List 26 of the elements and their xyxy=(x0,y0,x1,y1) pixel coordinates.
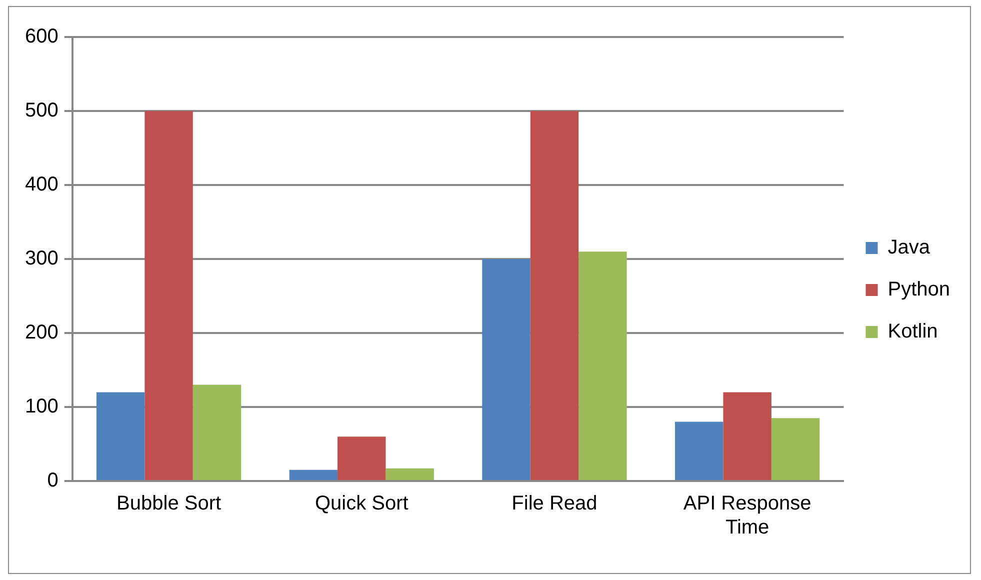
x-tick-label: API Response Time xyxy=(683,492,812,539)
bar xyxy=(675,422,724,480)
x-tick-label: File Read xyxy=(512,492,598,515)
bar xyxy=(338,436,386,480)
legend-label: Kotlin xyxy=(888,320,938,343)
x-tick-label: Quick Sort xyxy=(314,492,409,515)
y-tick-label: 0 xyxy=(47,470,58,492)
y-tick-label: 600 xyxy=(24,26,58,48)
y-tick-label: 400 xyxy=(24,174,58,196)
y-tick-label: 100 xyxy=(24,396,58,418)
bar xyxy=(482,259,530,480)
y-tick-label: 200 xyxy=(24,322,58,344)
bar xyxy=(289,470,338,480)
legend-label: Java xyxy=(888,236,931,259)
bar xyxy=(578,252,627,480)
bar xyxy=(530,111,579,480)
bar xyxy=(192,384,242,480)
y-tick-label: 300 xyxy=(24,248,58,270)
bar xyxy=(96,392,145,480)
bar xyxy=(386,468,434,480)
bar xyxy=(771,418,820,480)
legend-label: Python xyxy=(888,278,950,301)
bar xyxy=(723,392,772,480)
y-tick-label: 500 xyxy=(24,100,58,122)
x-tick-label: Bubble Sort xyxy=(116,492,222,515)
bar xyxy=(144,111,193,480)
